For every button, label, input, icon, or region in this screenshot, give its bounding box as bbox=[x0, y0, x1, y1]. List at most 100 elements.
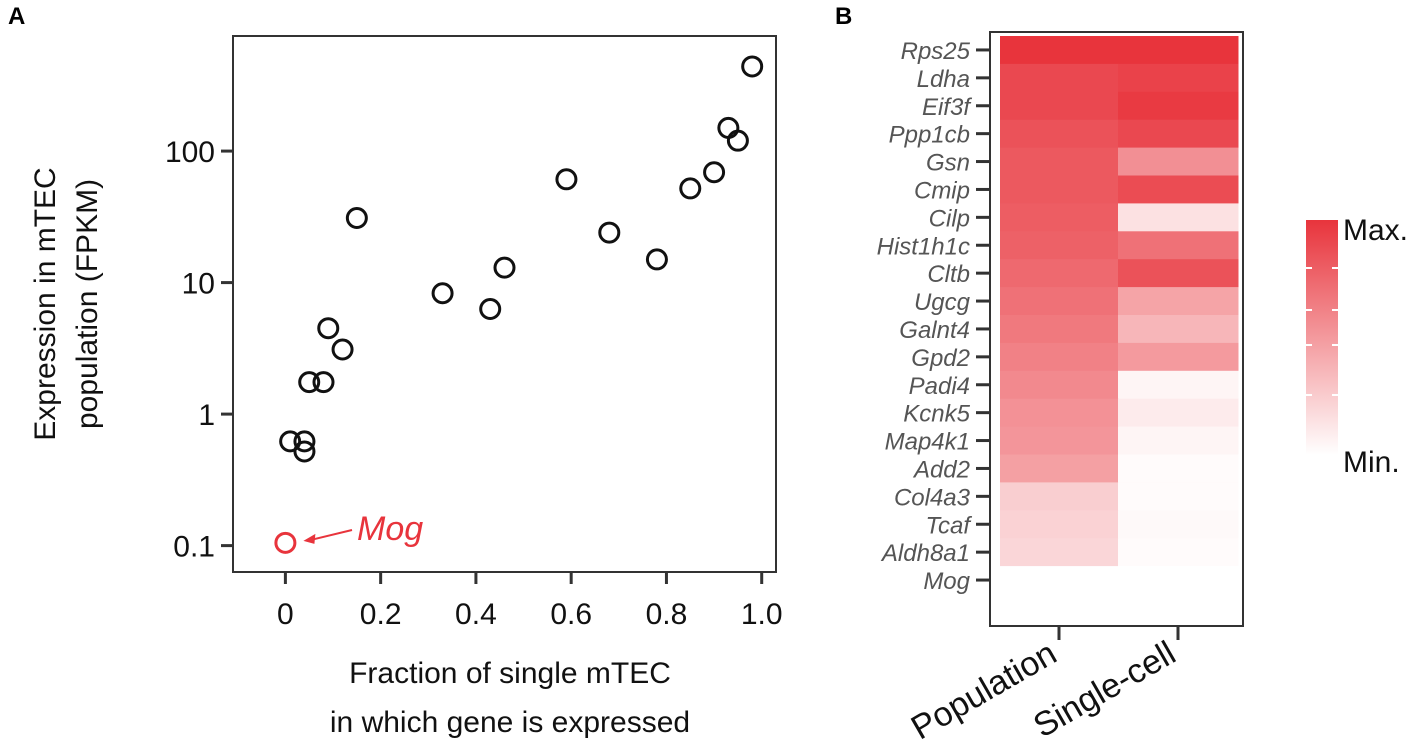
heatmap-row-label: Aldh8a1 bbox=[880, 540, 970, 567]
x-tick-label: 0 bbox=[277, 598, 294, 631]
heatmap-cell bbox=[1000, 398, 1119, 428]
heatmap-cell bbox=[1000, 203, 1119, 232]
heatmap-row-label: Col4a3 bbox=[894, 484, 971, 511]
scatter-points bbox=[279, 55, 764, 463]
x-axis-label-line-1: Fraction of single mTEC bbox=[349, 657, 671, 690]
heatmap-cell bbox=[1000, 147, 1119, 176]
heatmap-cell bbox=[1118, 315, 1239, 344]
heatmap-cell bbox=[1118, 36, 1239, 65]
x-axis-ticks: 0 0.2 0.4 0.6 0.8 1.0 bbox=[277, 572, 783, 631]
x-tick-label: 0.8 bbox=[646, 598, 688, 631]
legend-gradient-bar bbox=[1306, 220, 1338, 455]
x-tick-label: 0.2 bbox=[360, 598, 402, 631]
heatmap-row-label: Ugcg bbox=[914, 289, 971, 316]
heatmap-cell bbox=[1000, 566, 1119, 595]
heatmap-row-label: Mog bbox=[923, 568, 970, 595]
panel-label-b: B bbox=[835, 3, 852, 30]
mog-arrow-line bbox=[311, 529, 353, 541]
heatmap-cells bbox=[1000, 36, 1239, 595]
scatter-point bbox=[298, 371, 321, 394]
heatmap-cell bbox=[1000, 315, 1119, 344]
heatmap-row-label: Gsn bbox=[926, 150, 970, 177]
y-axis-label-line-1: Expression in mTEC bbox=[29, 167, 62, 440]
heatmap-cell bbox=[1000, 426, 1119, 455]
scatter-point bbox=[279, 430, 302, 453]
heatmap-cell bbox=[1000, 175, 1119, 204]
heatmap-cell bbox=[1118, 454, 1239, 483]
y-tick-label: 0.1 bbox=[173, 531, 215, 564]
heatmap-cell bbox=[1118, 287, 1239, 316]
scatter-point bbox=[479, 297, 502, 320]
x-tick-label: 0.4 bbox=[455, 598, 497, 631]
y-axis-label: Expression in mTEC population (FPKM) bbox=[29, 167, 104, 440]
heatmap-cell bbox=[1118, 566, 1239, 595]
heatmap-row-label: Hist1h1c bbox=[877, 233, 970, 260]
scatter-point bbox=[331, 338, 354, 361]
scatter-point bbox=[431, 282, 454, 305]
scatter-point bbox=[598, 221, 621, 244]
heatmap-legend: Max. Min. bbox=[1306, 214, 1408, 479]
mog-label: Mog bbox=[357, 510, 423, 548]
scatter-point bbox=[293, 440, 316, 463]
heatmap-cell bbox=[1000, 510, 1119, 539]
y-axis-ticks: 0.1 1 10 100 bbox=[165, 136, 233, 564]
scatter-point bbox=[645, 248, 668, 271]
y-tick-label: 1 bbox=[198, 399, 215, 432]
heatmap-cell bbox=[1118, 538, 1239, 567]
heatmap-cell bbox=[1118, 91, 1239, 121]
heatmap-row-label: Map4k1 bbox=[885, 429, 970, 456]
heatmap-row-labels: Rps25LdhaEif3fPpp1cbGsnCmipCilpHist1h1cC… bbox=[877, 38, 990, 595]
heatmap-cell bbox=[1118, 63, 1239, 93]
heatmap-cell bbox=[1000, 482, 1119, 511]
heatmap-cell bbox=[1118, 426, 1239, 455]
heatmap-cell bbox=[1118, 398, 1239, 428]
scatter-point bbox=[717, 116, 740, 139]
heatmap-row-label: Rps25 bbox=[901, 38, 971, 65]
x-axis-label-line-2: in which gene is expressed bbox=[330, 706, 690, 739]
scatter-point bbox=[741, 55, 764, 78]
scatter-point bbox=[317, 317, 340, 340]
scatter-plot-frame bbox=[232, 35, 777, 573]
heatmap-cell bbox=[1000, 342, 1119, 372]
mog-arrow-head bbox=[303, 533, 316, 544]
heatmap-row-label: Galnt4 bbox=[899, 317, 970, 344]
heatmap-chart: Rps25LdhaEif3fPpp1cbGsnCmipCilpHist1h1cC… bbox=[877, 31, 1244, 747]
heatmap-row-label: Kcnk5 bbox=[903, 401, 970, 428]
heatmap-cell bbox=[1118, 259, 1239, 288]
heatmap-cell bbox=[1000, 454, 1119, 483]
heatmap-row-label: Ldha bbox=[917, 66, 970, 93]
mog-highlight-point bbox=[274, 531, 297, 554]
heatmap-cell bbox=[1000, 63, 1119, 93]
heatmap-cell bbox=[1000, 287, 1119, 316]
heatmap-row-label: Cltb bbox=[927, 261, 970, 288]
scatter-chart: 0 0.2 0.4 0.6 0.8 1.0 0.1 1 10 100 Mog Fraction … bbox=[29, 35, 783, 739]
legend-max-label: Max. bbox=[1343, 214, 1408, 247]
heatmap-cell bbox=[1118, 231, 1239, 260]
y-tick-label: 10 bbox=[182, 268, 215, 301]
heatmap-cell bbox=[1000, 231, 1119, 260]
scatter-point bbox=[345, 206, 368, 229]
heatmap-cell bbox=[1118, 342, 1239, 372]
heatmap-row-label: Tcaf bbox=[926, 512, 973, 539]
heatmap-cell bbox=[1000, 36, 1119, 65]
legend-min-label: Min. bbox=[1343, 446, 1400, 479]
heatmap-row-label: Eif3f bbox=[922, 94, 972, 121]
heatmap-cell bbox=[1118, 482, 1239, 511]
scatter-point bbox=[679, 177, 702, 200]
heatmap-cell bbox=[1118, 175, 1239, 204]
heatmap-cell bbox=[1000, 259, 1119, 288]
highlight-group: Mog bbox=[274, 510, 423, 554]
y-axis-label-line-2: population (FPKM) bbox=[71, 179, 104, 429]
heatmap-cell bbox=[1000, 91, 1119, 121]
heatmap-cell bbox=[1118, 203, 1239, 232]
legend-ticks bbox=[1306, 267, 1338, 396]
heatmap-cell bbox=[1118, 119, 1239, 149]
heatmap-row-label: Cmip bbox=[914, 177, 970, 204]
heatmap-cell bbox=[1000, 119, 1119, 149]
heatmap-cell bbox=[1118, 147, 1239, 176]
x-tick-label: 0.6 bbox=[550, 598, 592, 631]
heatmap-row-label: Add2 bbox=[912, 456, 970, 483]
heatmap-cell bbox=[1118, 510, 1239, 539]
